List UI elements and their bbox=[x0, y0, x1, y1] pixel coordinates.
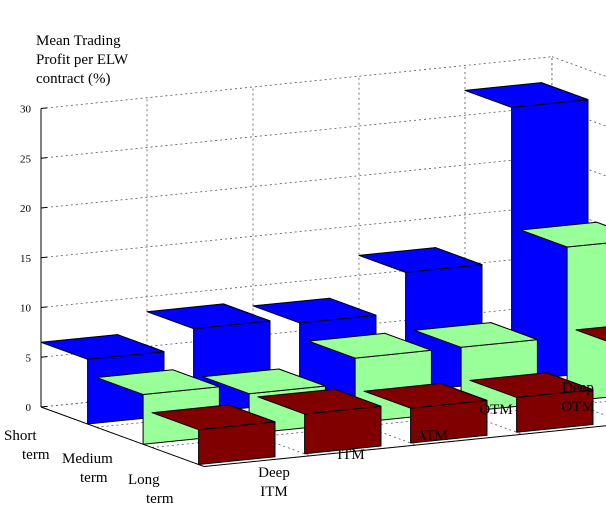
y-tick-label: 25 bbox=[20, 153, 32, 165]
bar-long-term-deep-itm bbox=[151, 404, 276, 465]
category-labels: Deep ITM ITM ATM OTM Deep OTM bbox=[258, 380, 595, 500]
series-label: Long term bbox=[128, 472, 174, 507]
y-tick-label: 10 bbox=[20, 303, 32, 315]
y-tick-label: 15 bbox=[20, 253, 32, 265]
y-tick-label: 20 bbox=[20, 203, 32, 215]
category-label: Deep ITM bbox=[258, 465, 290, 500]
axes: 0 5 10 15 20 25 30 bbox=[20, 104, 606, 468]
category-label: OTM bbox=[479, 402, 512, 418]
bar-long-term-atm bbox=[363, 382, 488, 444]
series-label: Medium term bbox=[62, 451, 113, 486]
y-tick-label: 0 bbox=[26, 402, 32, 414]
bars bbox=[40, 82, 606, 465]
category-label: ITM bbox=[337, 447, 365, 463]
category-label: ATM bbox=[416, 428, 448, 444]
category-label: Deep OTM bbox=[561, 380, 594, 415]
bar-long-term-deep-otm bbox=[575, 326, 606, 342]
y-tick-label: 5 bbox=[26, 352, 32, 364]
bar-long-term-otm bbox=[469, 372, 594, 433]
series-labels: Short term Medium term Long term bbox=[4, 428, 174, 507]
y-tick-label: 30 bbox=[20, 104, 32, 116]
series-label: Short term bbox=[4, 428, 50, 463]
y-axis-title: Mean Trading Profit per ELW contract (%) bbox=[36, 33, 129, 87]
bar-long-term-itm bbox=[257, 388, 382, 455]
